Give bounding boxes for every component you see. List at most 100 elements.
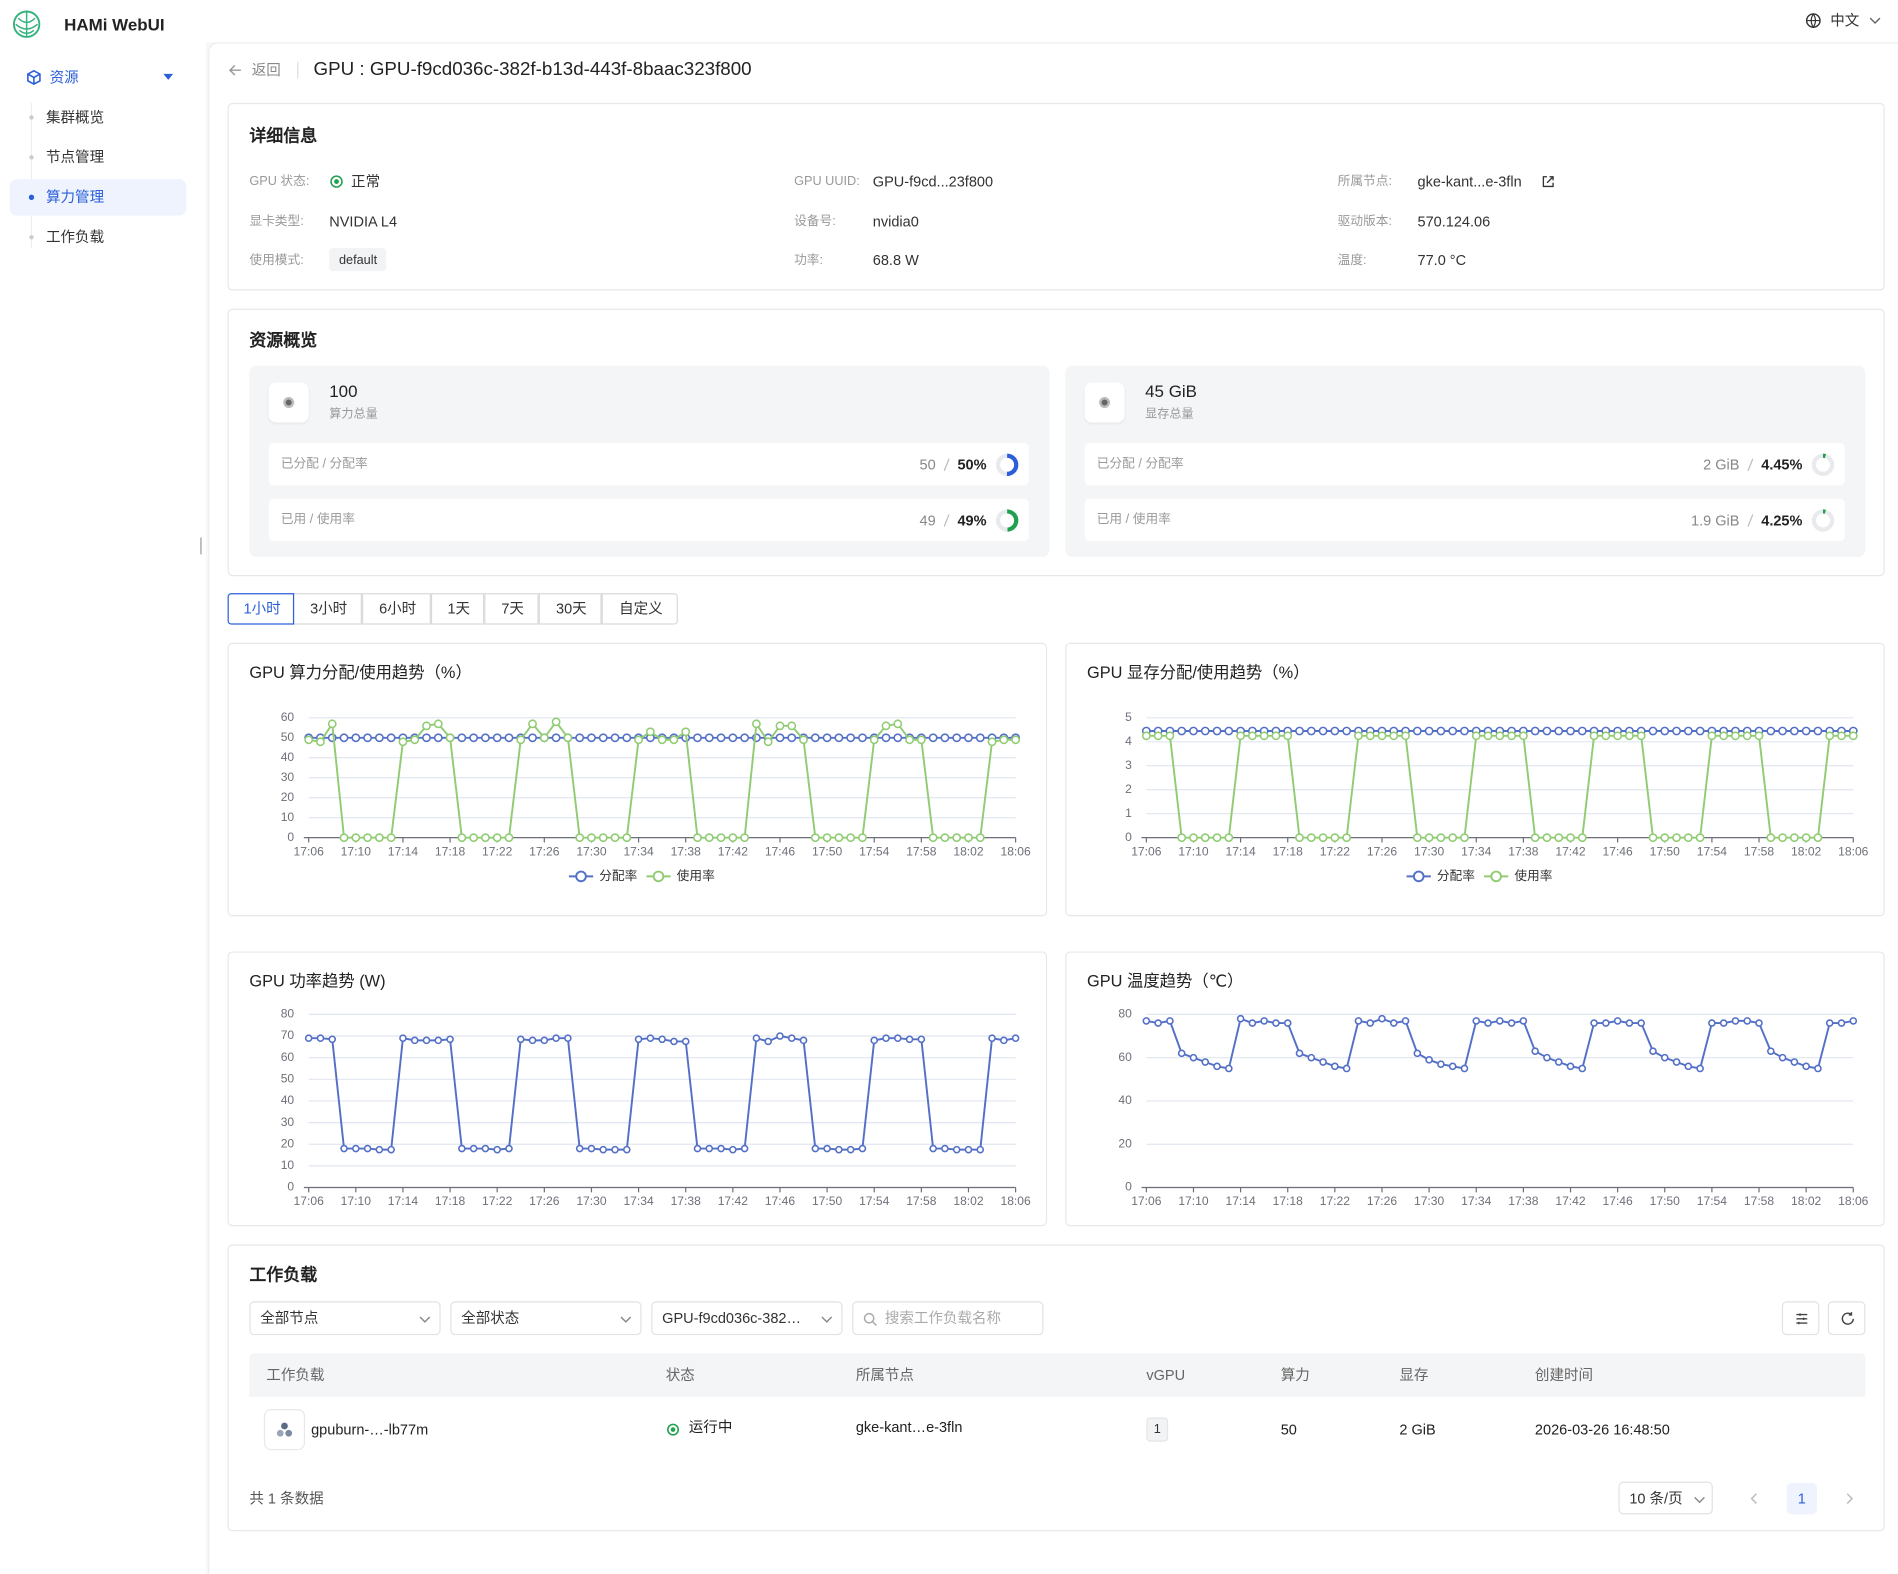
blob	[285, 1429, 293, 1437]
sidebar-item[interactable]: 节点管理	[45, 148, 105, 166]
vgpu-count: 1	[1153, 1421, 1161, 1437]
data-point	[1260, 1017, 1268, 1025]
data-point	[1448, 1062, 1457, 1071]
refresh-button[interactable]	[1827, 1301, 1866, 1336]
column-header: 工作负载	[266, 1366, 325, 1384]
x-tick-label: 17:46	[1602, 844, 1633, 858]
data-point	[551, 717, 561, 727]
workload-name[interactable]: gpuburn-…-lb77m	[311, 1420, 429, 1438]
collapse-handle[interactable]	[196, 536, 206, 555]
total-value: 45 GiB	[1145, 380, 1197, 401]
next-page[interactable]	[1845, 1493, 1855, 1505]
data-point	[1295, 1049, 1304, 1058]
x-tick-label: 17:18	[435, 1194, 466, 1208]
usage-amount: 50	[919, 456, 936, 474]
data-point	[1236, 731, 1246, 741]
filter-select[interactable]: 全部节点	[249, 1301, 441, 1336]
x-tick-label: 17:42	[1555, 1194, 1586, 1208]
data-point	[916, 735, 926, 745]
sidebar	[0, 0, 206, 1574]
data-point	[728, 733, 738, 743]
chevron	[1694, 1496, 1705, 1504]
data-point	[587, 833, 596, 843]
donut	[995, 453, 1019, 477]
avatar-box	[263, 1409, 306, 1451]
back-link[interactable]: 返回	[251, 61, 281, 79]
usage-amount: 1.9 GiB	[1690, 512, 1740, 529]
page-button[interactable]: 1	[1786, 1482, 1817, 1515]
y-tick-label: 20	[1118, 1136, 1132, 1150]
field-value: nvidia0	[872, 212, 919, 230]
data-point	[1142, 1017, 1151, 1025]
data-point	[1412, 726, 1422, 736]
data-point	[858, 1144, 867, 1153]
time-tab[interactable]: 1小时	[227, 593, 295, 625]
series-line	[308, 1035, 1016, 1151]
data-point	[1177, 1049, 1186, 1058]
data-point	[598, 733, 608, 743]
data-point	[386, 733, 396, 743]
data-point	[975, 733, 985, 743]
field-label: GPU UUID:	[794, 173, 860, 189]
data-point	[1295, 726, 1304, 736]
legend-label: 分配率	[599, 868, 637, 883]
x-tick-label: 17:50	[1650, 1194, 1681, 1208]
data-point	[634, 1035, 643, 1044]
chart-title: GPU 显存分配/使用趋势（%）	[1087, 663, 1310, 682]
data-point	[1483, 731, 1493, 741]
donut-arc	[995, 453, 1019, 477]
y-tick-label: 0	[1125, 1180, 1132, 1194]
time-tab[interactable]: 7天	[484, 593, 539, 625]
slash	[943, 458, 950, 472]
data-point	[1766, 833, 1776, 843]
time-tab[interactable]: 30天	[538, 593, 602, 625]
data-point	[1519, 1017, 1528, 1025]
legend-label: 使用率	[677, 868, 715, 883]
prev-page[interactable]	[1749, 1493, 1759, 1505]
refresh-button-icon	[1841, 1312, 1855, 1325]
page-size-select[interactable]: 10 条/页	[1618, 1481, 1713, 1515]
data-point	[458, 1144, 466, 1153]
sidebar-group[interactable]: 资源	[49, 68, 79, 86]
data-point	[1236, 1014, 1245, 1023]
y-tick-label: 1	[1125, 806, 1132, 820]
usage-label: 已分配 / 分配率	[1096, 456, 1184, 472]
data-point	[386, 833, 396, 843]
data-point	[1189, 833, 1198, 843]
language-switch[interactable]: 中文	[1830, 12, 1860, 30]
time-tab[interactable]: 3小时	[292, 593, 362, 625]
column-settings-button[interactable]	[1781, 1301, 1820, 1336]
filter-select[interactable]: 全部状态	[450, 1301, 642, 1336]
data-point	[304, 1034, 313, 1043]
data-point	[1708, 1019, 1716, 1027]
donut-arc	[1811, 509, 1835, 532]
time-tab[interactable]: 自定义	[601, 593, 678, 625]
filter-select[interactable]: GPU-f9cd036c-382…	[651, 1301, 843, 1336]
separator	[297, 61, 299, 79]
tree-dot	[28, 194, 35, 200]
data-point	[446, 1035, 454, 1044]
search-input[interactable]: 搜索工作负载名称	[852, 1301, 1044, 1336]
data-point	[1319, 1058, 1327, 1066]
search-icon	[863, 1312, 877, 1327]
time-tab[interactable]: 1天	[430, 593, 485, 625]
data-point	[787, 721, 797, 731]
field-label: 使用模式:	[249, 252, 304, 268]
chevron	[419, 1316, 431, 1323]
field-value: 68.8 W	[872, 251, 919, 269]
sidebar-item[interactable]: 工作负载	[45, 228, 105, 246]
resources-card: 资源概览 100 算力总量 已分配 / 分配率 50 50% 已用 / 使用率 49 49% 45…	[227, 308, 1885, 577]
table-header-bg	[249, 1353, 1866, 1397]
data-point	[1460, 726, 1469, 736]
slash-line	[943, 458, 950, 472]
data-point	[1566, 1062, 1575, 1071]
sidebar-item[interactable]: 集群概览	[45, 108, 105, 126]
time-tab[interactable]: 6小时	[361, 593, 431, 625]
sidebar-item[interactable]: 算力管理	[45, 188, 105, 206]
data-point	[1660, 833, 1670, 843]
y-tick-label: 60	[281, 710, 295, 724]
link	[1542, 176, 1554, 188]
data-point	[1601, 731, 1611, 741]
next-chevron	[1846, 1493, 1854, 1504]
data-point	[704, 833, 714, 843]
